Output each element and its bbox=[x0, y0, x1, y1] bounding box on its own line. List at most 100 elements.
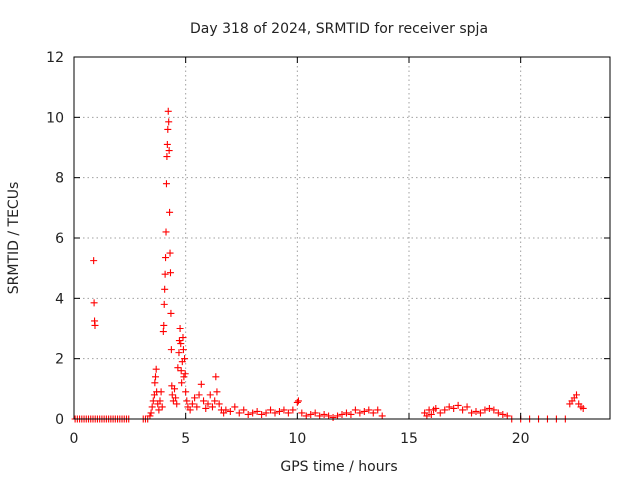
data-point bbox=[168, 391, 176, 399]
data-point bbox=[197, 380, 205, 388]
data-point bbox=[178, 379, 186, 387]
data-point bbox=[165, 118, 173, 126]
data-point bbox=[213, 388, 221, 396]
data-point bbox=[171, 385, 178, 393]
data-point bbox=[204, 400, 212, 408]
data-point bbox=[193, 403, 201, 411]
data-point bbox=[481, 406, 489, 414]
data-point bbox=[152, 373, 160, 381]
data-point bbox=[162, 254, 170, 262]
data-point bbox=[441, 406, 449, 414]
data-point bbox=[164, 125, 172, 133]
data-point bbox=[181, 370, 189, 378]
data-point bbox=[155, 406, 163, 414]
y-tick-label: 10 bbox=[46, 110, 64, 126]
y-tick-label: 4 bbox=[55, 291, 64, 307]
data-point bbox=[91, 321, 99, 329]
data-point bbox=[258, 410, 266, 418]
data-point bbox=[156, 397, 164, 405]
data-point bbox=[160, 321, 168, 329]
data-point bbox=[365, 406, 373, 414]
data-point bbox=[158, 403, 166, 411]
data-point bbox=[436, 409, 444, 417]
data-point bbox=[468, 409, 476, 417]
data-point bbox=[166, 269, 174, 277]
data-point bbox=[267, 406, 275, 414]
data-point bbox=[149, 397, 157, 405]
data-point bbox=[374, 406, 382, 414]
data-point bbox=[161, 285, 169, 293]
data-point bbox=[160, 300, 168, 308]
data-point bbox=[490, 406, 498, 414]
data-point bbox=[249, 409, 257, 417]
data-point bbox=[284, 409, 292, 417]
data-point bbox=[329, 413, 337, 421]
data-point bbox=[231, 403, 239, 411]
data-point bbox=[378, 412, 386, 420]
data-point bbox=[176, 325, 184, 332]
data-point bbox=[167, 309, 175, 317]
data-point bbox=[173, 400, 181, 408]
data-point bbox=[459, 406, 467, 414]
data-point bbox=[180, 373, 188, 381]
data-point bbox=[163, 140, 171, 148]
data-point bbox=[177, 367, 185, 375]
data-point bbox=[182, 388, 190, 396]
data-point bbox=[325, 412, 333, 420]
data-point bbox=[494, 409, 502, 417]
data-point bbox=[162, 180, 170, 188]
data-point bbox=[240, 406, 248, 414]
grid-layer bbox=[74, 57, 610, 419]
data-point bbox=[369, 409, 377, 417]
data-point bbox=[423, 412, 431, 420]
data-point bbox=[152, 365, 160, 373]
data-point bbox=[174, 364, 182, 372]
data-point bbox=[454, 401, 462, 409]
chart-title: Day 318 of 2024, SRMTID for receiver spj… bbox=[190, 21, 488, 37]
data-point bbox=[181, 355, 189, 363]
data-point bbox=[320, 410, 328, 418]
data-point bbox=[208, 403, 216, 411]
data-point bbox=[476, 409, 484, 417]
x-tick-label: 5 bbox=[181, 431, 190, 447]
y-tick-label: 8 bbox=[55, 171, 64, 187]
data-point bbox=[162, 228, 170, 236]
data-point bbox=[302, 412, 310, 420]
data-point bbox=[445, 403, 453, 411]
data-point bbox=[211, 397, 219, 405]
data-point bbox=[307, 410, 315, 418]
data-point bbox=[316, 412, 324, 420]
data-point bbox=[338, 410, 346, 418]
data-point bbox=[579, 404, 587, 412]
data-point bbox=[342, 409, 350, 417]
data-point bbox=[356, 409, 364, 417]
data-point bbox=[159, 328, 167, 336]
data-point bbox=[485, 404, 493, 412]
data-point bbox=[90, 257, 98, 265]
data-point bbox=[206, 391, 214, 399]
data-point bbox=[202, 404, 210, 412]
x-tick-label: 20 bbox=[512, 431, 530, 447]
data-point bbox=[427, 410, 435, 418]
data-point bbox=[271, 409, 279, 417]
data-point bbox=[226, 407, 234, 415]
data-point bbox=[163, 153, 171, 161]
data-point bbox=[157, 388, 165, 396]
data-point bbox=[334, 412, 342, 420]
data-point bbox=[175, 349, 183, 357]
data-point bbox=[499, 410, 507, 418]
data-point bbox=[289, 406, 297, 414]
data-point bbox=[294, 397, 302, 405]
y-axis-label: SRMTID / TECUs bbox=[6, 182, 22, 295]
data-point bbox=[172, 394, 180, 402]
data-point bbox=[186, 406, 194, 414]
data-point bbox=[179, 334, 187, 342]
data-point bbox=[148, 403, 156, 411]
data-point bbox=[432, 404, 440, 412]
data-point bbox=[200, 397, 208, 405]
data-point bbox=[298, 409, 306, 417]
y-tick-label: 6 bbox=[55, 231, 64, 247]
data-point bbox=[195, 391, 203, 399]
data-point bbox=[360, 407, 368, 415]
